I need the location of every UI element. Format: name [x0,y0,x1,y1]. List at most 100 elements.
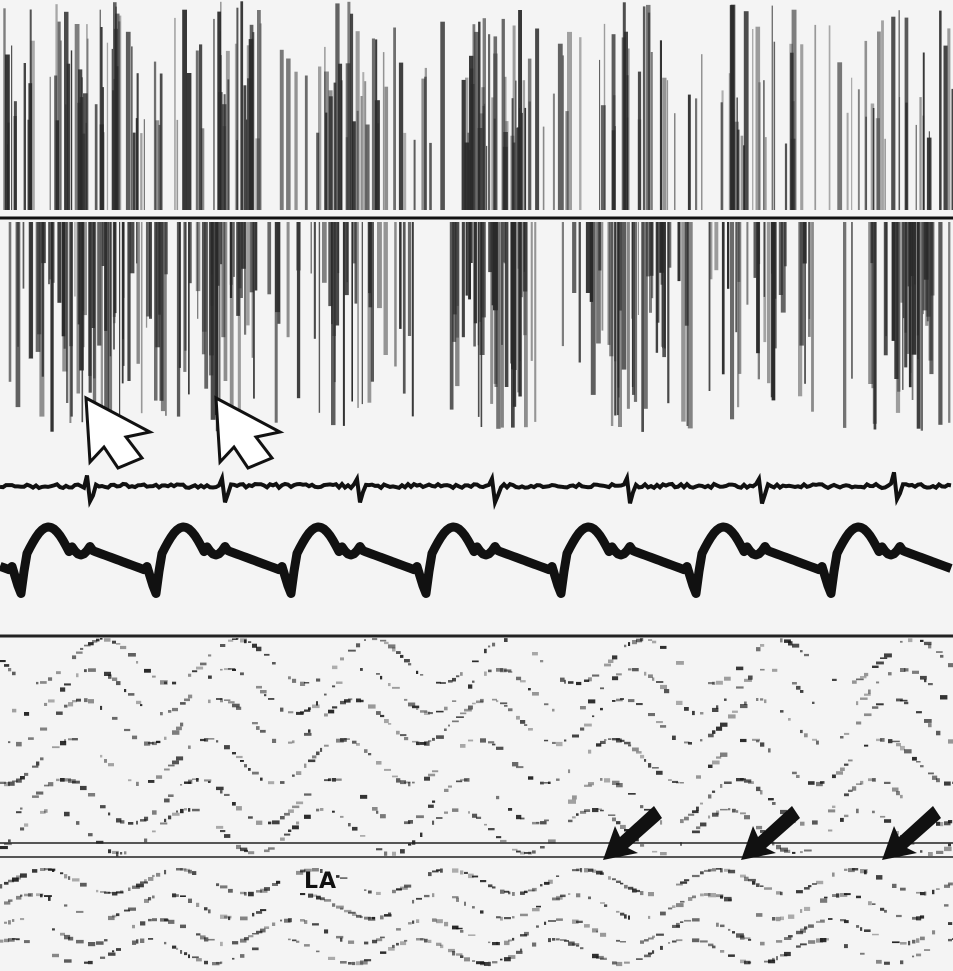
echo-speckle [416,898,422,900]
echo-speckle [884,819,891,823]
doppler-streak [393,28,396,211]
echo-speckle [488,962,491,966]
echo-speckle [132,941,136,945]
echo-speckle [892,941,900,943]
doppler-streak [714,222,718,270]
echo-speckle [172,730,179,735]
doppler-streak [133,133,136,210]
echo-speckle [36,792,43,795]
echo-speckle [292,775,295,777]
echo-speckle [280,781,285,784]
echo-speckle [652,851,657,853]
echo-speckle [128,888,131,892]
doppler-streak [394,222,397,367]
echo-speckle [460,930,463,933]
echo-speckle [760,885,764,887]
echo-speckle [924,949,930,951]
doppler-streak [502,19,505,210]
echo-speckle [708,893,716,897]
echo-speckle [164,870,166,874]
echo-speckle [60,778,65,782]
doppler-streak [843,222,846,428]
echo-speckle [328,778,331,781]
echo-speckle [516,716,520,720]
doppler-streak [165,222,167,416]
echo-speckle [720,784,722,788]
doppler-streak [531,222,533,361]
echo-speckle [892,788,899,792]
echo-speckle [296,822,299,825]
echo-speckle [860,698,868,700]
echo-speckle [524,724,527,726]
echo-speckle [564,740,566,742]
echo-speckle [436,817,443,819]
doppler-streak [681,222,686,422]
echo-speckle [76,911,83,913]
doppler-streak [837,62,842,210]
echo-speckle [176,948,178,950]
doppler-streak [267,222,271,294]
echo-speckle [204,907,208,910]
echo-speckle [620,883,623,885]
echo-speckle [588,897,591,900]
echo-speckle [80,786,87,790]
echo-speckle [640,805,643,808]
echo-speckle [460,672,463,676]
doppler-streak [188,222,190,394]
echo-speckle [844,764,848,766]
echo-speckle [480,738,486,742]
echo-speckle [624,742,631,745]
doppler-streak [734,110,735,210]
echo-speckle [712,682,715,685]
echo-speckle [520,914,528,917]
echo-speckle [80,648,83,650]
echo-speckle [608,660,613,664]
doppler-streak [311,222,312,274]
doppler-streak [767,222,770,383]
echo-speckle [692,711,695,715]
echo-speckle [448,725,450,727]
echo-speckle [12,919,14,922]
echo-speckle [96,639,100,642]
echo-speckle [648,763,651,768]
echo-speckle [916,711,922,713]
echo-speckle [548,920,556,922]
echo-speckle [652,641,656,644]
echo-speckle [532,652,538,655]
echo-speckle [624,914,627,918]
echo-speckle [16,811,22,813]
doppler-streak [57,222,61,303]
doppler-streak [939,11,942,210]
echo-speckle [416,671,418,674]
echo-speckle [680,901,685,903]
echo-speckle [356,643,360,647]
echo-speckle [324,694,327,696]
echo-speckle [508,940,512,942]
echo-speckle [144,879,147,883]
echo-speckle [860,676,867,678]
doppler-streak [746,222,748,305]
doppler-streak [399,222,402,329]
echo-speckle [192,956,199,958]
echo-speckle [936,851,943,854]
echo-speckle [724,782,732,785]
echo-speckle [748,676,753,680]
echo-speckle [832,679,837,681]
doppler-streak [412,222,414,416]
doppler-streak [931,222,935,296]
echo-speckle [384,719,389,723]
echo-speckle [76,673,79,677]
doppler-streak [938,222,942,425]
echo-speckle [840,768,845,772]
doppler-streak [107,43,108,210]
echo-speckle [680,782,684,784]
echo-speckle [300,711,304,714]
echo-speckle [880,657,887,659]
echo-speckle [220,644,225,647]
echo-speckle [104,638,111,642]
echo-speckle [72,738,78,740]
echo-speckle [380,951,386,954]
doppler-streak [730,5,734,210]
echo-speckle [392,945,395,948]
echo-speckle [640,844,644,847]
